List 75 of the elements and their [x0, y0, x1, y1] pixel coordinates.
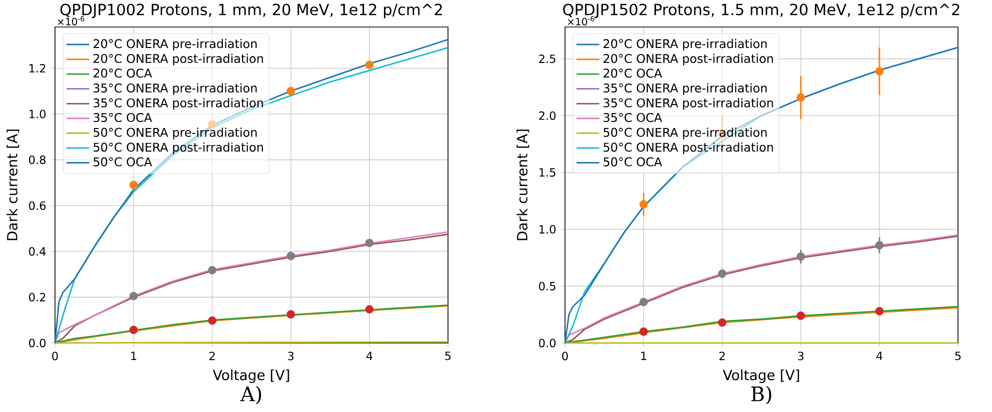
- x-tick-label: 5: [955, 352, 961, 360]
- x-tick-label: 0: [52, 352, 58, 360]
- y-tick-label: 2.0: [539, 111, 556, 120]
- point: [208, 316, 216, 325]
- y-tick-label: 1.0: [540, 225, 556, 234]
- x-tick-label: 2: [209, 352, 215, 360]
- legend-label: 35°C OCA: [604, 112, 662, 122]
- y-tick-label: 1.0: [30, 110, 46, 118]
- legend-label: 35°C ONERA pre-irradiation: [94, 83, 257, 95]
- legend-label: 20°C OCA: [604, 68, 662, 78]
- point: [365, 60, 374, 69]
- point: [718, 269, 726, 278]
- y-tick-label: 0.8: [29, 156, 46, 164]
- legend-label: 20°C OCA: [94, 68, 152, 78]
- x-tick-label: 4: [366, 352, 372, 360]
- x-tick-label: 2: [719, 352, 725, 360]
- point: [875, 241, 884, 250]
- point: [639, 200, 648, 209]
- text: A): [240, 386, 262, 404]
- legend-label: 20°C ONERA post-irradiation: [604, 54, 773, 66]
- y-tick-label: 0.0: [29, 338, 46, 348]
- legend-label: 50°C ONERA pre-irradiation: [604, 128, 767, 140]
- point: [796, 312, 806, 320]
- x-tick-label: 3: [798, 352, 804, 360]
- legend-label: 35°C ONERA pre-irradiation: [604, 83, 767, 95]
- legend-label: 20°C ONERA pre-irradiation: [94, 38, 257, 51]
- x-tick-label: 0: [562, 352, 568, 360]
- legend-label: 35°C ONERA post-irradiation: [94, 98, 263, 110]
- point: [365, 238, 374, 248]
- legend-label: 20°C ONERA post-irradiation: [94, 54, 263, 66]
- x-axis-title: Voltage [V]: [212, 369, 290, 383]
- legend-label: 50°C ONERA pre-irradiation: [94, 128, 257, 140]
- point: [286, 86, 296, 96]
- text: ×10$^{-6}$: [568, 16, 594, 26]
- legend-label: 50°C ONERA post-irradiation: [604, 142, 773, 154]
- legend-label: 50°C ONERA post-irradiation: [94, 142, 263, 154]
- legend-label: 50°C OCA: [604, 157, 662, 166]
- legend-label: 20°C ONERA pre-irradiation: [604, 38, 767, 51]
- point: [129, 292, 138, 300]
- point: [129, 180, 138, 190]
- y-tick-label: 1.2: [30, 64, 46, 72]
- x-tick-label: 5: [445, 352, 451, 360]
- x-tick-label: 4: [876, 352, 882, 360]
- point: [875, 67, 884, 76]
- point: [129, 326, 138, 334]
- x-tick-label: 1: [641, 352, 646, 360]
- y-axis-title: Dark current [A]: [516, 130, 530, 240]
- y-tick-label: 0.5: [539, 282, 556, 290]
- point: [286, 310, 296, 319]
- point: [286, 252, 296, 260]
- legend-label: 35°C OCA: [94, 112, 152, 122]
- y-tick-label: 0.6: [29, 201, 46, 210]
- y-tick-label: 0.2: [29, 292, 46, 302]
- point: [208, 266, 216, 274]
- text: B): [751, 386, 772, 404]
- point: [365, 305, 374, 314]
- x-tick-label: 1: [131, 352, 136, 360]
- text: ×10$^{-6}$: [58, 16, 84, 26]
- point: [796, 252, 806, 261]
- x-axis-title: Voltage [V]: [722, 369, 800, 383]
- legend-label: 35°C ONERA post-irradiation: [604, 98, 773, 110]
- x-tick-label: 3: [288, 352, 294, 360]
- point: [875, 306, 884, 316]
- y-tick-label: 1.5: [540, 168, 556, 177]
- y-axis-title: Dark current [A]: [6, 130, 20, 240]
- point: [639, 298, 648, 306]
- y-tick-label: 0.0: [539, 338, 556, 348]
- chart-title: QPDJP1002 Protons, 1 mm, 20 MeV, 1e12 p/cm^2: [60, 4, 442, 18]
- point: [718, 318, 726, 327]
- y-tick-label: 0.4: [29, 247, 46, 256]
- point: [639, 327, 648, 336]
- chart-title: QPDJP1502 Protons, 1.5 mm, 20 MeV, 1e12 p/cm^2: [563, 4, 960, 18]
- point: [796, 93, 806, 102]
- legend-label: 50°C OCA: [94, 157, 152, 166]
- y-tick-label: 2.5: [539, 54, 556, 64]
